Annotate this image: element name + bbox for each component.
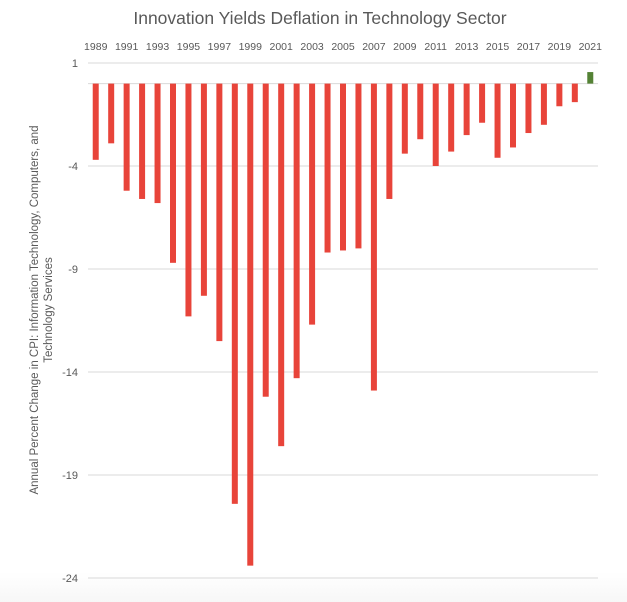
bar-2006 xyxy=(355,83,362,249)
bar-1992 xyxy=(139,83,146,199)
bar-2014 xyxy=(479,83,486,123)
bar-2019 xyxy=(556,83,563,107)
x-axis-ticks: 1989 1991 1993 1995 1997 1999 2001 2003 2005 2007… xyxy=(84,41,602,53)
x-tick-label: 2001 xyxy=(270,41,294,53)
bar-1990 xyxy=(108,83,115,144)
x-tick-label: 2009 xyxy=(393,41,417,53)
bar-1998 xyxy=(231,83,238,504)
bar-2005 xyxy=(340,83,346,251)
y-axis-label-line-1: Annual Percent Change in CPI: Informatio… xyxy=(29,125,41,494)
bar-2021 xyxy=(587,72,594,84)
chart-title: Innovation Yields Deflation in Technolog… xyxy=(133,8,506,28)
bar-2002 xyxy=(293,83,300,379)
bar-2001 xyxy=(278,83,285,447)
y-axis-ticks: 1 -4 -9 -14 -19 -24 xyxy=(62,58,78,585)
bar-1991 xyxy=(123,83,130,191)
bar-1999 xyxy=(247,83,254,566)
bar-2009 xyxy=(401,83,408,154)
bar-1994 xyxy=(170,83,176,263)
bar-2015 xyxy=(494,83,501,158)
x-tick-label: 1999 xyxy=(239,41,263,53)
y-tick-label: -19 xyxy=(62,470,78,482)
bar-1995 xyxy=(185,83,192,317)
background-fade xyxy=(0,572,627,602)
bar-2016 xyxy=(510,83,516,148)
x-tick-label: 1995 xyxy=(177,41,201,53)
bar-1997 xyxy=(216,83,223,342)
bar-2003 xyxy=(309,83,316,325)
y-tick-label: 1 xyxy=(72,58,78,70)
x-tick-label: 2007 xyxy=(362,41,386,53)
y-tick-label: -9 xyxy=(68,264,78,276)
x-tick-label: 2013 xyxy=(455,41,479,53)
x-tick-label: 1993 xyxy=(146,41,170,53)
bar-1989 xyxy=(92,83,99,160)
y-axis-label: Annual Percent Change in CPI: Informatio… xyxy=(29,125,55,494)
x-tick-label: 1997 xyxy=(208,41,232,53)
bar-2020 xyxy=(571,83,578,103)
x-tick-label: 1991 xyxy=(115,41,139,53)
x-tick-label: 2011 xyxy=(424,41,447,53)
bar-2004 xyxy=(324,83,331,253)
x-tick-label: 2019 xyxy=(548,41,572,53)
bar-2011 xyxy=(432,83,439,166)
y-tick-label: -14 xyxy=(62,367,78,379)
bar-2017 xyxy=(525,83,532,134)
y-tick-label: -4 xyxy=(68,161,78,173)
x-tick-label: 2017 xyxy=(517,41,541,53)
y-axis-label-line-2: Technology Services xyxy=(43,257,55,363)
x-tick-label: 2021 xyxy=(579,41,603,53)
bar-1993 xyxy=(154,83,161,204)
bar-1996 xyxy=(200,83,207,296)
y-tick-label: -24 xyxy=(62,573,78,585)
bar-2010 xyxy=(417,83,424,140)
bar-2000 xyxy=(262,83,269,397)
x-tick-label: 2005 xyxy=(331,41,355,53)
bar-2008 xyxy=(386,83,393,199)
x-tick-label: 2015 xyxy=(486,41,510,53)
bar-2007 xyxy=(370,83,377,391)
x-tick-label: 2003 xyxy=(300,41,324,53)
bar-2012 xyxy=(448,83,455,152)
bar-2013 xyxy=(463,83,470,136)
bars xyxy=(92,72,594,566)
x-tick-label: 1989 xyxy=(84,41,108,53)
bar-2018 xyxy=(540,83,547,125)
